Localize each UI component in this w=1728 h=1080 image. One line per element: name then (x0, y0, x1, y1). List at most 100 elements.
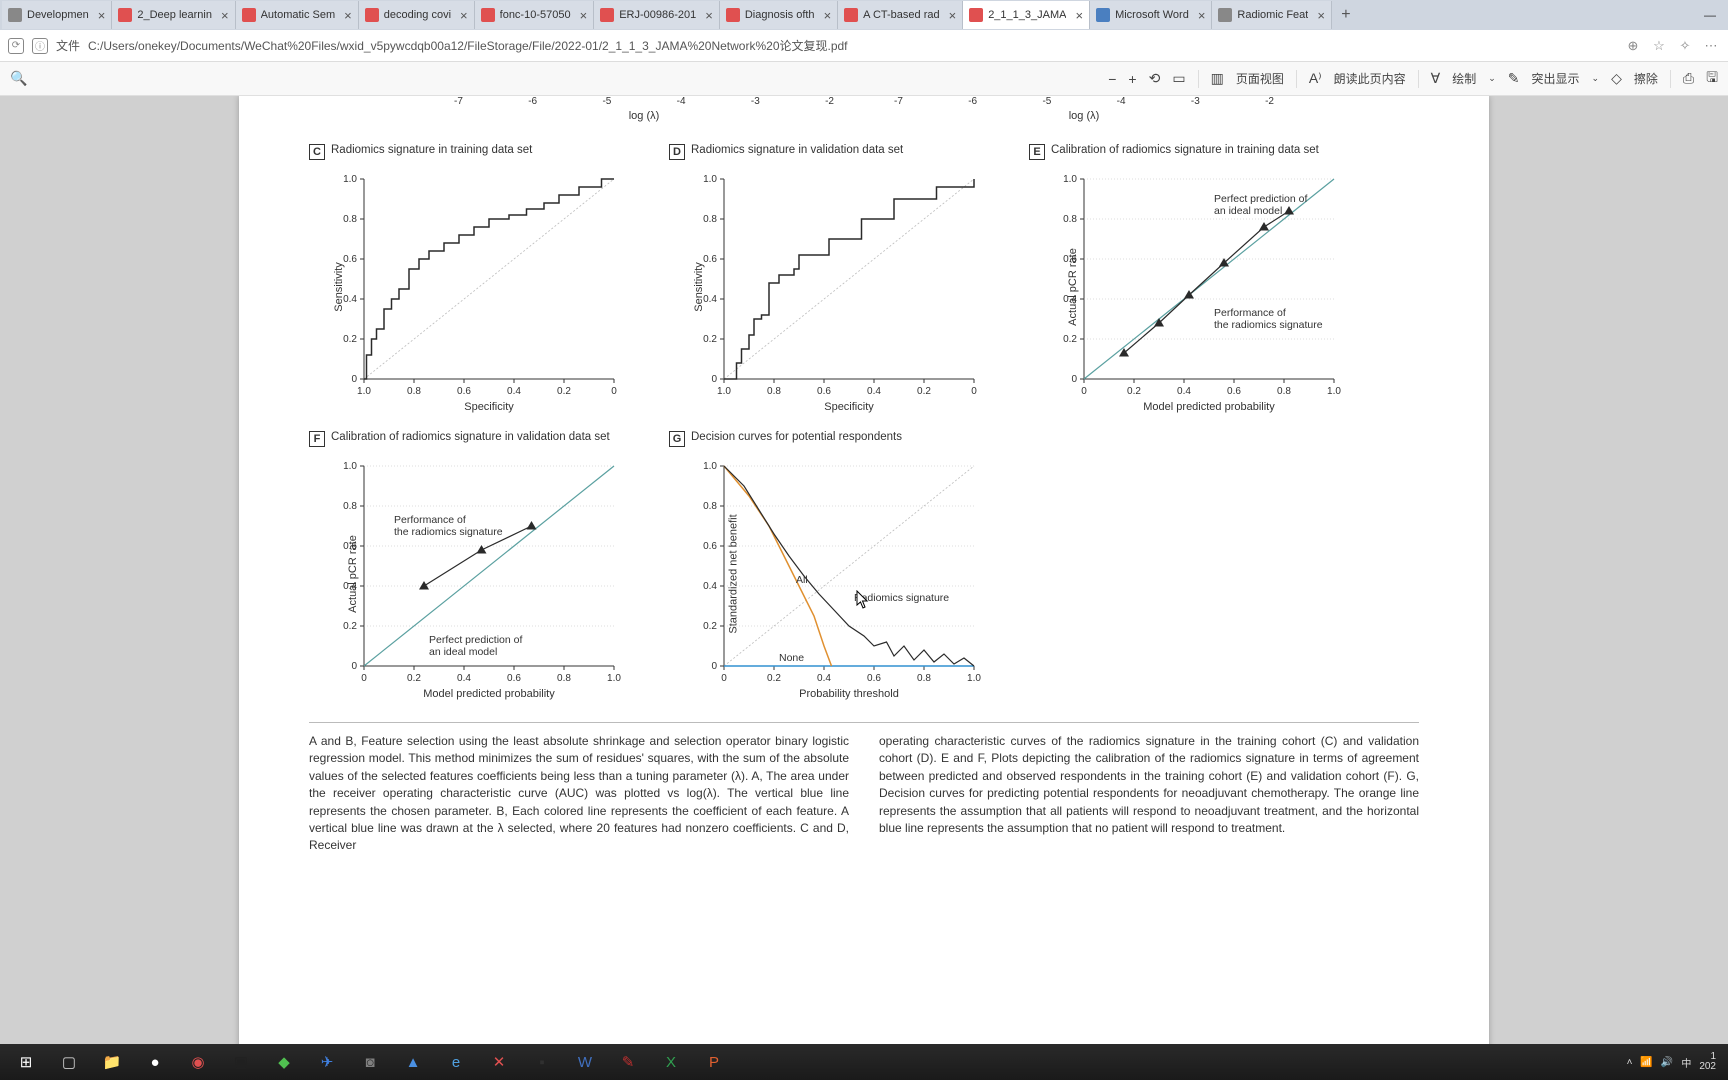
chart-E: ECalibration of radiomics signature in t… (1029, 144, 1359, 413)
taskbar-item[interactable]: X (651, 1047, 691, 1077)
caption-right: operating characteristic curves of the r… (879, 733, 1419, 855)
svg-text:0.2: 0.2 (557, 386, 571, 397)
panel-letter: C (309, 144, 325, 160)
highlight-icon: ✎ (1508, 70, 1520, 87)
info-icon[interactable]: ⓘ (32, 38, 48, 54)
highlight-label[interactable]: 突出显示 (1532, 70, 1580, 87)
tray-wifi-icon[interactable]: 📶 (1640, 1057, 1652, 1068)
top-axis-left: -7-6-5-4-3-2 log (λ) (454, 96, 834, 126)
browser-tab[interactable]: Radiomic Feat× (1212, 1, 1332, 29)
page-view-icon: ▥ (1211, 70, 1224, 87)
taskbar-item[interactable]: ✎ (608, 1047, 648, 1077)
taskbar-item[interactable]: ▢ (49, 1047, 89, 1077)
svg-text:0: 0 (351, 374, 357, 385)
taskbar-item[interactable]: ✈ (307, 1047, 347, 1077)
rotate-icon[interactable]: ⟲ (1149, 70, 1161, 87)
tray-volume-icon[interactable]: 🔊 (1661, 1057, 1673, 1068)
taskbar-item[interactable]: ✕ (479, 1047, 519, 1077)
tab-close-icon[interactable]: × (949, 8, 957, 23)
save-icon[interactable]: 🖫 (1706, 67, 1718, 91)
pdf-viewport[interactable]: -7-6-5-4-3-2 log (λ) -7-6-5-4-3-2 log (λ… (0, 96, 1728, 1080)
erase-label[interactable]: 擦除 (1634, 70, 1658, 87)
tab-close-icon[interactable]: × (580, 8, 588, 23)
svg-text:0.8: 0.8 (1277, 386, 1291, 397)
svg-text:0.6: 0.6 (343, 254, 357, 265)
chart-annotation: All (796, 574, 808, 586)
taskbar-item[interactable]: ▪ (522, 1047, 562, 1077)
read-aloud-icon: A⁾ (1309, 70, 1322, 87)
browser-tab[interactable]: decoding covi× (359, 1, 475, 29)
browser-tab[interactable]: 2_Deep learnin× (112, 1, 235, 29)
taskbar-item[interactable]: P (694, 1047, 734, 1077)
zoom-in-icon[interactable]: + (1128, 71, 1136, 87)
extensions-icon[interactable]: ⋯ (1702, 38, 1720, 54)
browser-tab[interactable]: Automatic Sem× (236, 1, 359, 29)
panel-letter: G (669, 431, 685, 447)
svg-text:1.0: 1.0 (1327, 386, 1341, 397)
browser-tab[interactable]: A CT-based rad× (838, 1, 963, 29)
svg-text:0: 0 (1081, 386, 1087, 397)
tab-close-icon[interactable]: × (1317, 8, 1325, 23)
browser-tab[interactable]: Microsoft Word× (1090, 1, 1212, 29)
taskbar-item[interactable]: ◉ (178, 1047, 218, 1077)
taskbar-item[interactable]: W (565, 1047, 605, 1077)
svg-text:0.2: 0.2 (343, 334, 357, 345)
tab-close-icon[interactable]: × (1075, 8, 1083, 23)
svg-text:0.2: 0.2 (917, 386, 931, 397)
svg-text:0.2: 0.2 (1063, 334, 1077, 345)
taskbar-item[interactable]: ▣ (221, 1047, 261, 1077)
taskbar-item[interactable]: e (436, 1047, 476, 1077)
tab-close-icon[interactable]: × (460, 8, 468, 23)
svg-text:0.4: 0.4 (457, 673, 471, 684)
taskbar-item[interactable]: ▲ (393, 1047, 433, 1077)
reload-icon[interactable]: ⟳ (8, 38, 24, 54)
chart-annotation: Performance ofthe radiomics signature (394, 514, 503, 538)
svg-text:0.6: 0.6 (1227, 386, 1241, 397)
page-view-label[interactable]: 页面视图 (1236, 70, 1284, 87)
read-aloud-label[interactable]: 朗读此页内容 (1334, 70, 1406, 87)
taskbar-item[interactable]: ◙ (350, 1047, 390, 1077)
draw-label[interactable]: 绘制 (1452, 70, 1476, 87)
collections-icon[interactable]: ✧ (1676, 38, 1694, 54)
svg-text:1.0: 1.0 (703, 461, 717, 472)
tray-ime-icon[interactable]: 中 (1681, 1055, 1691, 1070)
svg-text:0: 0 (611, 386, 617, 397)
svg-text:1.0: 1.0 (357, 386, 371, 397)
svg-text:1.0: 1.0 (343, 174, 357, 185)
taskbar-item[interactable]: ◆ (264, 1047, 304, 1077)
chart-annotation: Radiomics signature (854, 592, 949, 604)
browser-tab[interactable]: fonc-10-57050× (475, 1, 595, 29)
svg-text:0: 0 (711, 374, 717, 385)
favorite-icon[interactable]: ☆ (1650, 38, 1668, 54)
zoom-out-icon[interactable]: − (1108, 71, 1116, 87)
figure-caption: A and B, Feature selection using the lea… (309, 722, 1419, 855)
zoom-icon[interactable]: ⊕ (1624, 38, 1642, 54)
browser-tab[interactable]: Developmen× (2, 1, 112, 29)
tab-close-icon[interactable]: × (98, 8, 106, 23)
new-tab-button[interactable]: + (1332, 6, 1360, 24)
minimize-button[interactable]: — (1692, 8, 1728, 22)
taskbar-item[interactable]: 📁 (92, 1047, 132, 1077)
url-text[interactable]: C:/Users/onekey/Documents/WeChat%20Files… (88, 37, 1616, 54)
svg-text:0.4: 0.4 (703, 581, 717, 592)
tab-close-icon[interactable]: × (705, 8, 713, 23)
chart-C: CRadiomics signature in training data se… (309, 144, 639, 413)
tab-close-icon[interactable]: × (344, 8, 352, 23)
browser-tab[interactable]: ERJ-00986-201× (594, 1, 720, 29)
chart-annotation: Performance ofthe radiomics signature (1214, 307, 1323, 331)
tray-chevron-icon[interactable]: ˄ (1627, 1057, 1633, 1068)
taskbar-item[interactable]: ● (135, 1047, 175, 1077)
svg-text:0.2: 0.2 (703, 334, 717, 345)
svg-text:0.4: 0.4 (343, 294, 357, 305)
print-icon[interactable]: ⎙ (1683, 70, 1694, 87)
tab-close-icon[interactable]: × (1198, 8, 1206, 23)
browser-tab[interactable]: 2_1_1_3_JAMA× (963, 1, 1090, 29)
tab-close-icon[interactable]: × (221, 8, 229, 23)
top-axis-right: -7-6-5-4-3-2 log (λ) (894, 96, 1274, 126)
search-icon[interactable]: 🔍 (10, 70, 27, 87)
browser-tab[interactable]: Diagnosis ofth× (720, 1, 838, 29)
taskbar-item[interactable]: ⊞ (6, 1047, 46, 1077)
tab-close-icon[interactable]: × (824, 8, 832, 23)
fit-icon[interactable]: ▭ (1172, 70, 1185, 87)
pdf-toolbar: 🔍 − + ⟲ ▭ ▥ 页面视图 A⁾ 朗读此页内容 ∀ 绘制 ⌄ ✎ 突出显示… (0, 62, 1728, 96)
